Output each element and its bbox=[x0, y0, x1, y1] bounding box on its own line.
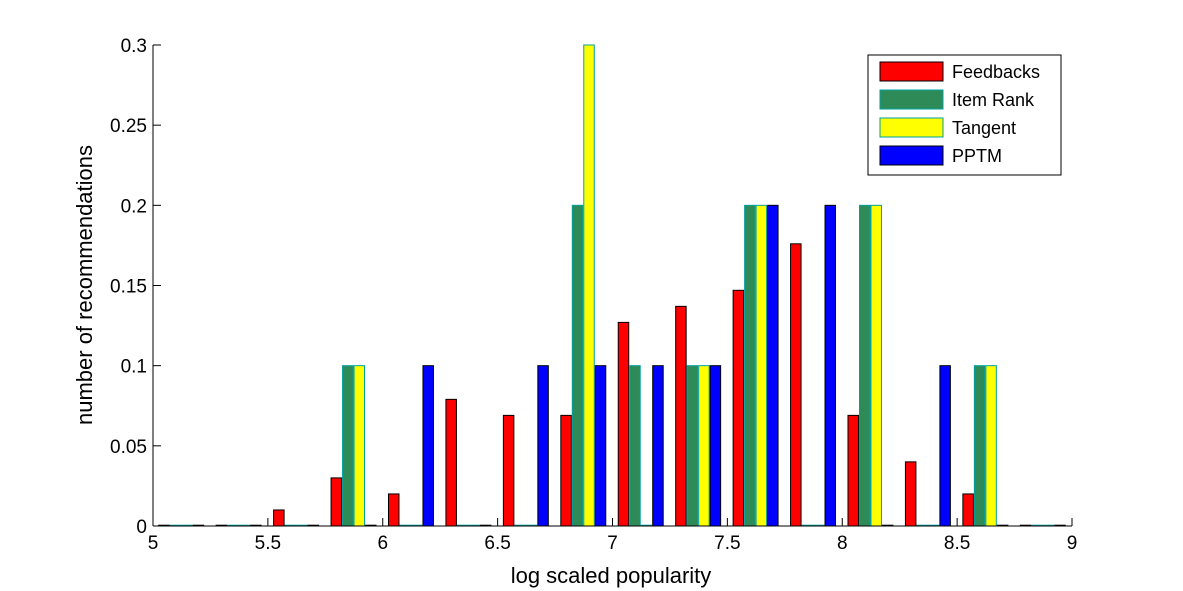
y-tick-label-2: 0.1 bbox=[121, 357, 147, 378]
legend-label-pptm: PPTM bbox=[952, 146, 1002, 166]
x-axis-label: log scaled popularity bbox=[511, 563, 712, 588]
legend-label-feedbacks: Feedbacks bbox=[952, 62, 1040, 82]
x-tick-label-4: 7 bbox=[607, 533, 618, 554]
bar-item-rank-14 bbox=[973, 365, 986, 527]
bar-feedbacks-7 bbox=[560, 414, 572, 527]
x-tick-label-7: 8.5 bbox=[944, 533, 970, 554]
bar-pptm-7 bbox=[594, 365, 607, 527]
bar-pptm-10 bbox=[767, 204, 779, 527]
bar-tangent-9 bbox=[698, 365, 710, 527]
x-tick-label-5: 7.5 bbox=[714, 533, 740, 554]
bar-pptm-6 bbox=[537, 365, 549, 527]
bar-feedbacks-12 bbox=[847, 414, 859, 527]
legend: Feedbacks Item Rank Tangent PPTM bbox=[867, 54, 1062, 176]
bar-feedbacks-11 bbox=[790, 243, 802, 527]
legend-label-tangent: Tangent bbox=[952, 118, 1016, 138]
bar-feedbacks-2 bbox=[273, 509, 285, 527]
bar-feedbacks-9 bbox=[675, 305, 687, 527]
bar-feedbacks-14 bbox=[962, 493, 974, 527]
bar-pptm-13 bbox=[939, 365, 951, 527]
legend-label-item-rank: Item Rank bbox=[952, 90, 1035, 110]
bar-pptm-8 bbox=[652, 365, 664, 527]
bar-feedbacks-3 bbox=[330, 477, 343, 527]
y-axis-label: number of recommendations bbox=[72, 145, 97, 425]
legend-swatch-pptm bbox=[879, 145, 944, 166]
bar-feedbacks-10 bbox=[732, 289, 745, 527]
bar-item-rank-3 bbox=[342, 365, 354, 527]
x-tick-label-1: 5.5 bbox=[255, 533, 281, 554]
x-tick-label-8: 9 bbox=[1067, 533, 1078, 554]
y-tick-label-4: 0.2 bbox=[121, 196, 147, 217]
bar-item-rank-10 bbox=[744, 204, 756, 527]
legend-swatch-item-rank bbox=[879, 89, 944, 110]
bar-item-rank-9 bbox=[686, 365, 699, 527]
bar-pptm-4 bbox=[422, 365, 434, 527]
bars-layer bbox=[158, 44, 1066, 527]
bar-tangent-14 bbox=[985, 365, 997, 527]
legend-swatch-tangent bbox=[879, 117, 944, 138]
bar-item-rank-12 bbox=[858, 204, 871, 527]
bar-feedbacks-13 bbox=[904, 461, 917, 527]
y-tick-label-3: 0.15 bbox=[110, 277, 147, 298]
x-tick-label-2: 6 bbox=[377, 533, 388, 554]
bar-feedbacks-8 bbox=[617, 321, 630, 527]
y-tick-label-0: 0 bbox=[136, 517, 147, 538]
bar-tangent-10 bbox=[755, 204, 768, 527]
bar-item-rank-8 bbox=[629, 365, 641, 527]
bar-tangent-3 bbox=[353, 365, 366, 527]
bar-feedbacks-6 bbox=[502, 414, 515, 527]
bar-pptm-9 bbox=[709, 365, 722, 527]
bar-item-rank-7 bbox=[571, 204, 584, 527]
y-tick-label-5: 0.25 bbox=[110, 116, 147, 137]
x-tick-label-0: 5 bbox=[148, 533, 159, 554]
x-tick-label-6: 8 bbox=[837, 533, 848, 554]
bar-tangent-12 bbox=[870, 204, 882, 527]
bar-feedbacks-5 bbox=[445, 398, 457, 527]
x-tick-label-3: 6.5 bbox=[484, 533, 510, 554]
y-tick-label-1: 0.05 bbox=[110, 437, 147, 458]
bar-feedbacks-4 bbox=[387, 493, 400, 527]
bar-pptm-11 bbox=[824, 204, 837, 527]
bar-tangent-7 bbox=[583, 44, 595, 527]
y-tick-label-6: 0.3 bbox=[121, 36, 147, 57]
axes-layer: 5 5.5 6 6.5 7 7.5 8 8.5 9 0 0.05 0.1 0.15 0.2 0.25 0.3 bbox=[110, 36, 1077, 554]
legend-swatch-feedbacks bbox=[879, 61, 944, 82]
